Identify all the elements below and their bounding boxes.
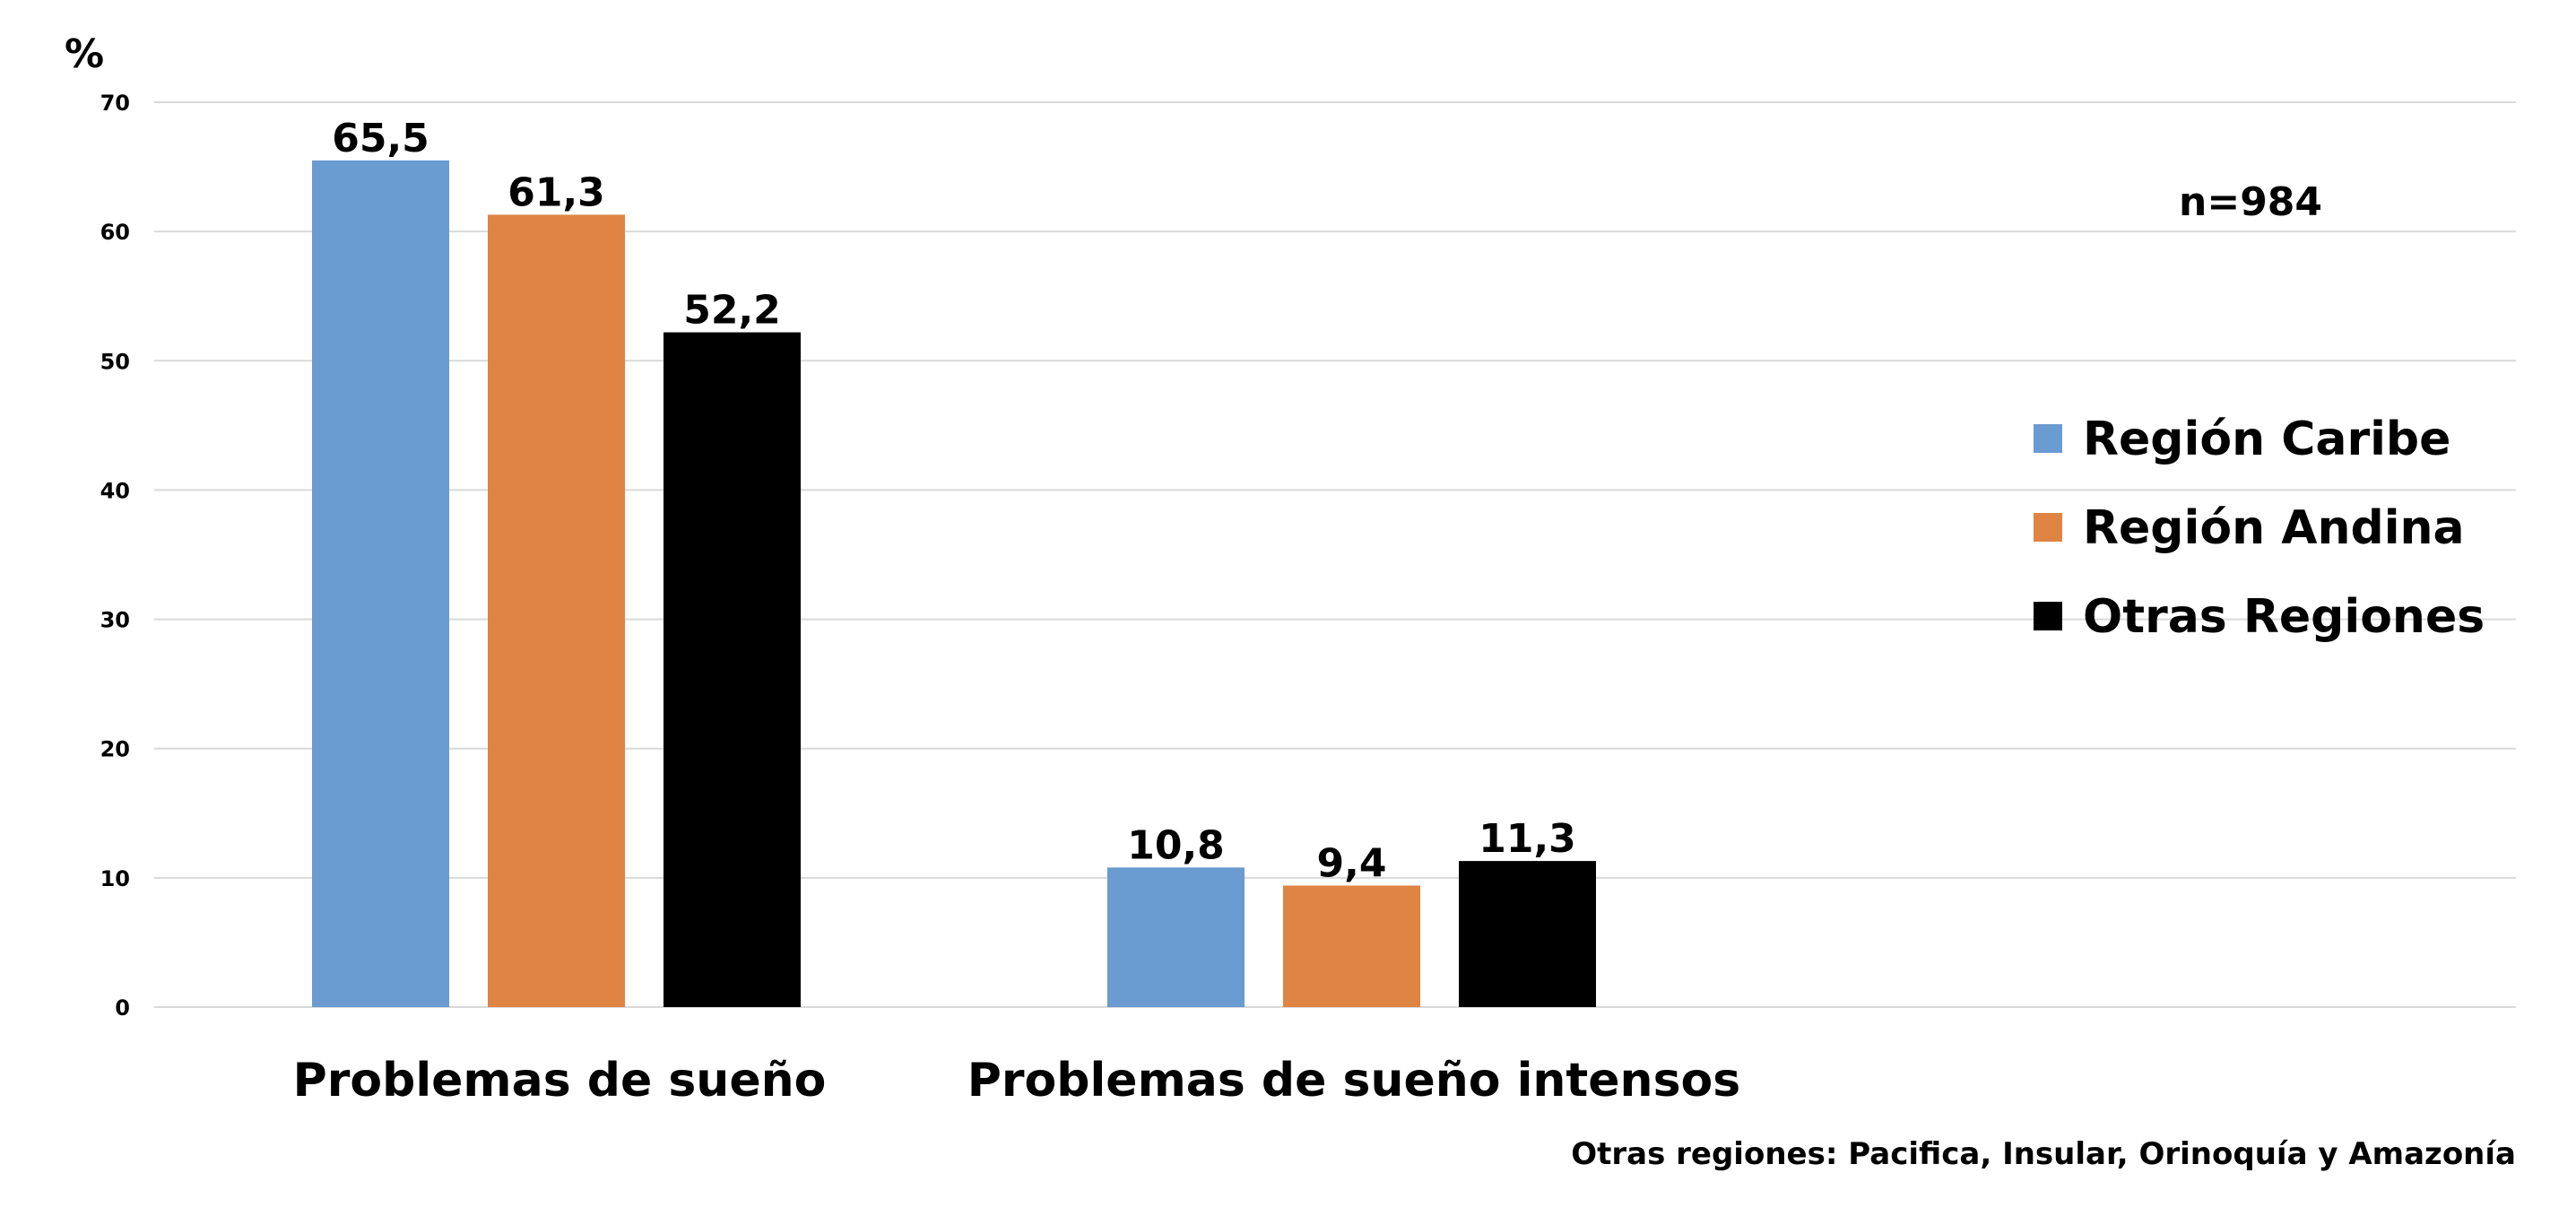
data-label: 52,2 (683, 288, 781, 334)
data-label: 11,3 (1479, 816, 1576, 862)
y-tick-label: 70 (100, 91, 130, 116)
y-tick-label: 60 (100, 220, 130, 245)
data-label: 9,4 (1317, 841, 1387, 887)
legend-entry: Región Andina (2083, 501, 2465, 555)
category-labels: Problemas de sueño Problemas de sueño int… (293, 1054, 1741, 1108)
y-tick-label: 30 (100, 608, 130, 633)
bar-región-andina-1 (1283, 885, 1420, 1007)
legend-swatch (2034, 424, 2062, 453)
bar-otras-regiones-0 (664, 332, 801, 1007)
data-label: 61,3 (507, 169, 605, 215)
y-axis-unit-label: % (65, 31, 104, 77)
bar-otras-regiones-1 (1459, 861, 1596, 1007)
category-label: Problemas de sueño (293, 1054, 827, 1108)
y-axis-ticks: 0 10 20 30 40 50 60 70 (100, 91, 130, 1021)
legend-entry: Región Caribe (2083, 413, 2450, 466)
y-tick-label: 10 (100, 866, 130, 891)
data-label: 65,5 (332, 116, 429, 161)
legend-swatch (2034, 513, 2062, 542)
category-label: Problemas de sueño intensos (967, 1054, 1740, 1108)
data-labels: 65,5 61,3 52,2 10,8 9,4 11,3 (332, 116, 1576, 887)
footnote: Otras regiones: Pacifica, Insular, Orino… (1571, 1136, 2516, 1172)
legend: Región Caribe Región Andina Otras Regiones (2034, 413, 2485, 644)
legend-entry: Otras Regiones (2083, 590, 2485, 644)
bar-región-andina-0 (488, 214, 625, 1007)
legend-swatch (2034, 602, 2062, 630)
sample-size-annotation: n=984 (2179, 179, 2322, 225)
bars (312, 160, 1596, 1008)
y-tick-label: 20 (100, 737, 130, 762)
y-tick-label: 0 (115, 995, 130, 1021)
bar-región-caribe-0 (312, 160, 449, 1008)
y-tick-label: 40 (100, 478, 130, 503)
bar-región-caribe-1 (1107, 867, 1245, 1007)
y-tick-label: 50 (100, 349, 130, 374)
data-label: 10,8 (1127, 822, 1225, 868)
